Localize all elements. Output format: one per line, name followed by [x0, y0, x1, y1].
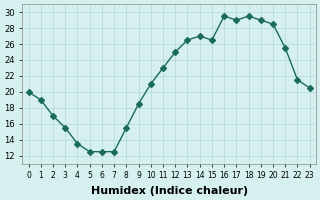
X-axis label: Humidex (Indice chaleur): Humidex (Indice chaleur)	[91, 186, 248, 196]
